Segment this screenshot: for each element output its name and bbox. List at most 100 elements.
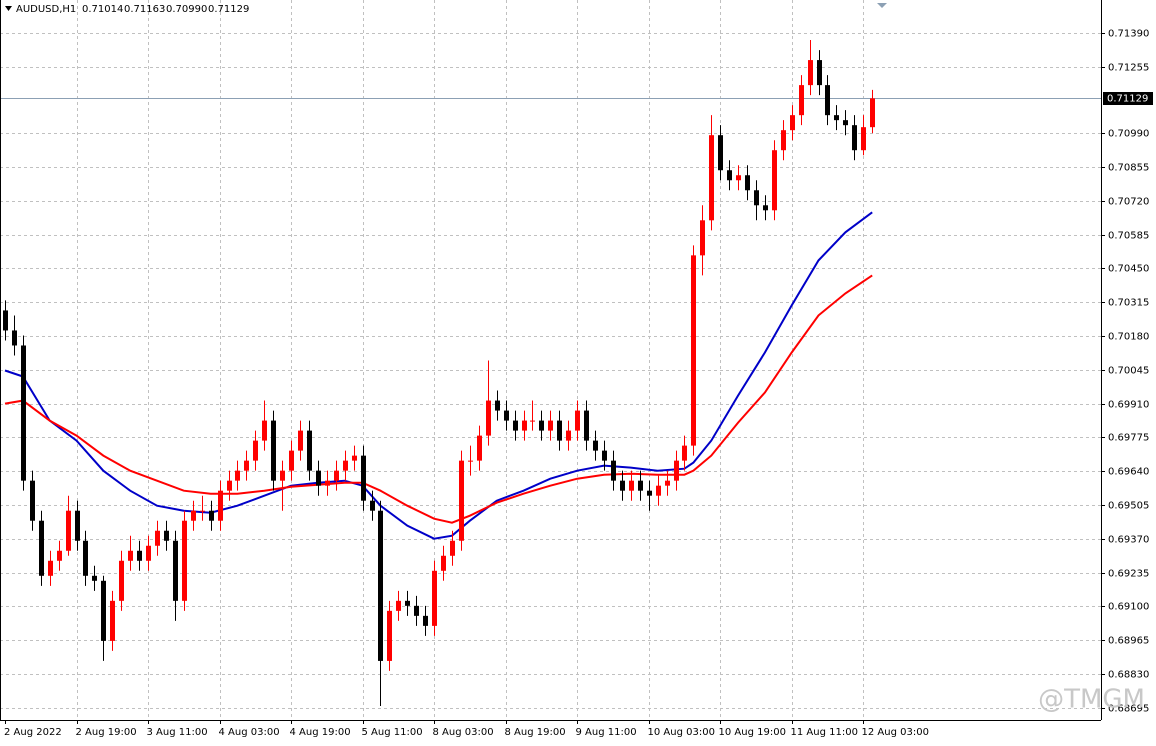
candle-body — [191, 510, 196, 521]
x-tick-label: 2 Aug 19:00 — [76, 727, 137, 738]
candle-body — [39, 520, 44, 576]
candle-body — [718, 135, 723, 171]
y-tick-label: 0.68965 — [1108, 636, 1149, 647]
candle-body — [101, 580, 106, 641]
candle-body — [700, 220, 705, 256]
ohlc-value: 0.71163 — [124, 4, 165, 15]
candle-body — [709, 135, 714, 221]
y-tick-label: 0.69640 — [1108, 467, 1149, 478]
x-tick-label: 4 Aug 19:00 — [290, 727, 351, 738]
candle-body — [12, 330, 17, 346]
x-tick-label: 2 Aug 2022 — [4, 727, 62, 738]
y-tick-label: 0.69910 — [1108, 400, 1149, 411]
current-price-label: 0.71129 — [1107, 94, 1148, 105]
candle-body — [602, 450, 607, 461]
x-tick-label: 11 Aug 11:00 — [791, 727, 858, 738]
ohlc-value: 0.70990 — [166, 4, 207, 15]
candle-body — [441, 555, 446, 571]
candle-body — [575, 410, 580, 431]
candle-body — [763, 205, 768, 211]
candle-body — [218, 490, 223, 521]
candle-body — [57, 550, 62, 561]
ohlc-value: 0.71014 — [82, 4, 123, 15]
symbol-menu-icon — [5, 6, 12, 11]
y-tick-label: 0.70045 — [1108, 366, 1149, 377]
candle-body — [405, 600, 410, 606]
candle-body — [289, 450, 294, 471]
candle-body — [808, 60, 813, 86]
candle-body — [638, 480, 643, 491]
y-tick-label: 0.70180 — [1108, 332, 1149, 343]
candle-body — [182, 520, 187, 601]
current-price-box — [1103, 92, 1153, 105]
candle-body — [30, 480, 35, 521]
ohlc-header: 0.71014 0.71163 0.70990 0.71129 — [82, 4, 249, 15]
candle-body — [522, 420, 527, 431]
candle-body — [852, 125, 857, 151]
candle-body — [843, 120, 848, 126]
candle-body — [745, 175, 750, 191]
candle-body — [75, 510, 80, 541]
candle-body — [513, 420, 518, 431]
candle-body — [92, 575, 97, 581]
candle-body — [647, 490, 652, 496]
candle-body — [674, 460, 679, 481]
candle-body — [378, 510, 383, 661]
candle-body — [477, 435, 482, 461]
y-tick-label: 0.69505 — [1108, 501, 1149, 512]
candle-body — [200, 510, 205, 512]
y-tick-label: 0.69775 — [1108, 433, 1149, 444]
candle-body — [244, 460, 249, 471]
ma-lines — [4, 211, 873, 540]
x-tick-label: 4 Aug 03:00 — [219, 727, 280, 738]
candle-body — [280, 470, 285, 481]
candle-body — [566, 430, 571, 441]
candle-body — [227, 480, 232, 491]
y-tick-label: 0.70720 — [1108, 197, 1149, 208]
candle-body — [137, 550, 142, 561]
y-tick-label: 0.69100 — [1108, 602, 1149, 613]
x-tick-label: 9 Aug 11:00 — [576, 727, 637, 738]
candle-body — [432, 570, 437, 626]
candle-body — [271, 420, 276, 481]
candle-body — [772, 150, 777, 211]
candle-body — [504, 410, 509, 421]
candle-body — [861, 127, 866, 151]
x-tick-label: 8 Aug 19:00 — [505, 727, 566, 738]
moving-average — [4, 274, 873, 524]
watermark: @TMGM — [1038, 685, 1145, 715]
candle-body — [665, 480, 670, 486]
candle-body — [799, 85, 804, 116]
candle-body — [825, 85, 830, 116]
candle-body — [361, 455, 366, 501]
y-tick-label: 0.69370 — [1108, 535, 1149, 546]
y-tick-label: 0.70990 — [1108, 129, 1149, 140]
candle-body — [164, 530, 169, 541]
x-tick-label: 12 Aug 03:00 — [862, 727, 929, 738]
candle-body — [450, 540, 455, 556]
x-tick-label: 8 Aug 03:00 — [433, 727, 494, 738]
shift-marker — [877, 3, 887, 8]
symbol-title: AUDUSD,H1 — [16, 4, 76, 15]
candle-body — [539, 420, 544, 431]
moving-average — [4, 211, 873, 540]
x-tick-label: 10 Aug 19:00 — [719, 727, 786, 738]
candle-body — [691, 255, 696, 446]
candle-body — [253, 440, 258, 461]
x-tick-label: 5 Aug 11:00 — [362, 727, 423, 738]
candle-body — [48, 560, 53, 576]
y-tick-label: 0.71255 — [1108, 63, 1149, 74]
candle-body — [468, 460, 473, 462]
candle-body — [486, 400, 491, 436]
candle-body — [370, 500, 375, 511]
candle-body — [530, 420, 535, 422]
y-tick-label: 0.69235 — [1108, 569, 1149, 580]
candle-body — [119, 560, 124, 601]
y-tick-label: 0.71390 — [1108, 29, 1149, 40]
candle-body — [557, 420, 562, 441]
candle-body — [307, 430, 312, 471]
candle-body — [682, 445, 687, 461]
candle-body — [459, 460, 464, 541]
candle-body — [66, 510, 71, 551]
